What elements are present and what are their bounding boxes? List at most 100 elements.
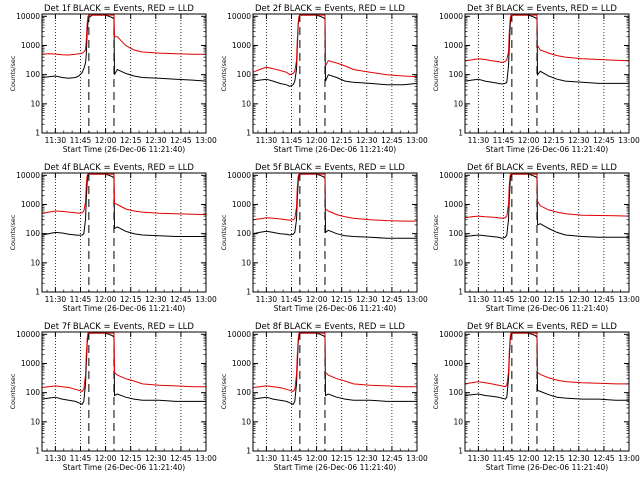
x-tick-label: 11:30 xyxy=(468,136,490,145)
y-tick-label: 10 xyxy=(241,99,251,108)
y-tick-label: 1000 xyxy=(21,359,40,368)
x-tick-label: 12:45 xyxy=(593,454,615,463)
events-curve xyxy=(252,332,417,405)
y-tick-label: 1000 xyxy=(232,359,251,368)
y-tick-label: 1 xyxy=(458,129,463,138)
y-axis-label: Counts/sec xyxy=(9,373,17,409)
x-tick-label: 11:30 xyxy=(256,454,278,463)
x-axis-label: Start Time (26-Dec-06 11:21:40) xyxy=(274,145,396,154)
x-tick-label: 11:30 xyxy=(468,295,490,304)
y-tick-label: 1 xyxy=(246,447,251,456)
y-tick-label: 10000 xyxy=(227,12,251,21)
x-tick-label: 12:45 xyxy=(170,136,192,145)
x-tick-label: 12:00 xyxy=(95,136,117,145)
y-tick-label: 10000 xyxy=(16,330,40,339)
y-tick-label: 10 xyxy=(30,417,40,426)
y-tick-label: 10000 xyxy=(227,171,251,180)
x-tick-label: 12:45 xyxy=(381,295,403,304)
events-curve xyxy=(41,173,206,237)
x-tick-label: 11:45 xyxy=(281,295,303,304)
x-tick-label: 13:00 xyxy=(195,454,217,463)
x-tick-label: 11:45 xyxy=(70,136,92,145)
y-tick-label: 10 xyxy=(241,417,251,426)
x-tick-label: 12:00 xyxy=(306,295,328,304)
x-tick-label: 12:00 xyxy=(95,295,117,304)
plot-frame xyxy=(41,331,207,452)
x-tick-label: 11:30 xyxy=(45,295,67,304)
x-tick-label: 12:00 xyxy=(518,136,540,145)
y-tick-label: 10000 xyxy=(227,330,251,339)
panel-8: Det 8f BLACK = Events, RED = LLD 1 10 100 10… xyxy=(220,322,428,472)
x-tick-label: 12:45 xyxy=(381,454,403,463)
x-tick-label: 12:45 xyxy=(381,136,403,145)
x-axis-label: Start Time (26-Dec-06 11:21:40) xyxy=(486,463,608,472)
y-tick-label: 100 xyxy=(449,229,464,238)
lld-curve xyxy=(252,173,417,222)
x-tick-label: 12:30 xyxy=(356,295,378,304)
x-tick-label: 12:30 xyxy=(145,136,167,145)
x-tick-label: 11:45 xyxy=(281,454,303,463)
lld-curve xyxy=(41,332,206,392)
x-tick-label: 12:00 xyxy=(518,454,540,463)
y-tick-label: 1000 xyxy=(444,41,463,50)
y-tick-label: 100 xyxy=(237,70,252,79)
x-tick-label: 12:15 xyxy=(543,454,565,463)
y-tick-label: 1 xyxy=(35,129,40,138)
panel-4: Det 4f BLACK = Events, RED = LLD 1 10 100 10… xyxy=(9,163,217,313)
x-tick-label: 13:00 xyxy=(618,295,640,304)
events-curve xyxy=(464,332,629,401)
y-tick-label: 1000 xyxy=(444,359,463,368)
x-tick-label: 13:00 xyxy=(406,295,428,304)
y-axis-label: Counts/sec xyxy=(432,55,440,91)
panel-7: Det 7f BLACK = Events, RED = LLD 1 10 100 10… xyxy=(9,322,217,472)
events-curve xyxy=(464,14,629,85)
y-tick-label: 10000 xyxy=(16,171,40,180)
panel-2: Det 2f BLACK = Events, RED = LLD 1 10 100 10… xyxy=(220,4,428,154)
x-tick-label: 12:15 xyxy=(120,295,142,304)
x-tick-label: 12:00 xyxy=(306,454,328,463)
x-tick-label: 13:00 xyxy=(406,454,428,463)
x-axis-label: Start Time (26-Dec-06 11:21:40) xyxy=(63,145,185,154)
x-tick-label: 12:30 xyxy=(356,136,378,145)
x-tick-label: 12:45 xyxy=(170,295,192,304)
y-tick-label: 1 xyxy=(458,447,463,456)
y-tick-label: 100 xyxy=(449,388,464,397)
panel-3: Det 3f BLACK = Events, RED = LLD 1 10 100 10… xyxy=(432,4,640,154)
panel-1: Det 1f BLACK = Events, RED = LLD 1 10 100 10… xyxy=(9,4,217,154)
x-tick-label: 12:30 xyxy=(568,295,590,304)
y-tick-label: 10 xyxy=(453,99,463,108)
y-tick-label: 100 xyxy=(237,388,252,397)
x-tick-label: 12:45 xyxy=(593,295,615,304)
lld-curve xyxy=(41,173,207,216)
y-axis-label: Counts/sec xyxy=(432,373,440,409)
x-axis-label: Start Time (26-Dec-06 11:21:40) xyxy=(63,304,185,313)
chart-title: Det 3f BLACK = Events, RED = LLD xyxy=(467,4,617,14)
x-tick-label: 12:15 xyxy=(331,136,353,145)
x-tick-label: 12:15 xyxy=(331,295,353,304)
chart-title: Det 8f BLACK = Events, RED = LLD xyxy=(255,322,405,332)
y-tick-label: 1 xyxy=(246,129,251,138)
x-tick-label: 12:30 xyxy=(568,454,590,463)
x-tick-label: 13:00 xyxy=(618,136,640,145)
plot-frame xyxy=(252,172,418,293)
plot-frame xyxy=(252,13,418,134)
y-tick-label: 100 xyxy=(449,70,464,79)
y-tick-label: 10 xyxy=(30,258,40,267)
x-tick-label: 12:15 xyxy=(543,295,565,304)
x-tick-label: 11:45 xyxy=(493,295,515,304)
y-tick-label: 100 xyxy=(26,388,41,397)
x-tick-label: 11:30 xyxy=(256,295,278,304)
chart-title: Det 5f BLACK = Events, RED = LLD xyxy=(255,163,405,173)
y-tick-label: 10 xyxy=(241,258,251,267)
x-tick-label: 13:00 xyxy=(618,454,640,463)
x-tick-label: 12:15 xyxy=(120,136,142,145)
y-tick-label: 10 xyxy=(453,417,463,426)
x-tick-label: 11:30 xyxy=(256,136,278,145)
x-tick-label: 11:30 xyxy=(468,454,490,463)
y-tick-label: 100 xyxy=(26,229,41,238)
chart-title: Det 9f BLACK = Events, RED = LLD xyxy=(467,322,617,332)
lld-curve xyxy=(41,14,206,56)
lld-curve xyxy=(252,14,418,78)
y-tick-label: 100 xyxy=(26,70,41,79)
x-axis-label: Start Time (26-Dec-06 11:21:40) xyxy=(486,304,608,313)
